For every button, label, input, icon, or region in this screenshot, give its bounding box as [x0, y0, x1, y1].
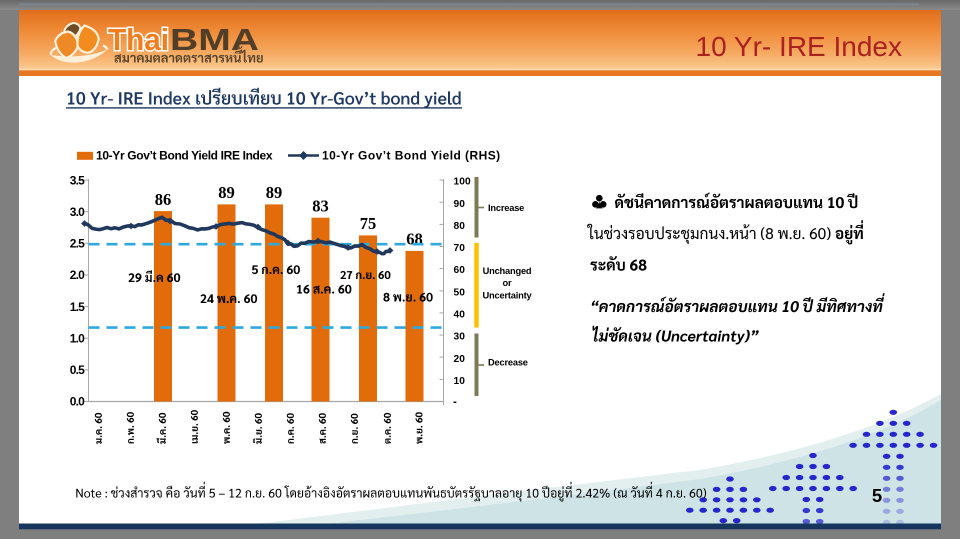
svg-text:0.5: 0.5 — [70, 363, 85, 377]
svg-text:3.5: 3.5 — [70, 173, 85, 187]
svg-text:1.5: 1.5 — [70, 300, 85, 314]
svg-text:10-Yr Gov’t Bond Yield IRE Ind: 10-Yr Gov’t Bond Yield IRE Index — [96, 149, 273, 163]
svg-text:2.5: 2.5 — [70, 237, 85, 251]
svg-text:-: - — [453, 397, 457, 409]
svg-text:10 Yr- IRE Index: 10 Yr- IRE Index — [696, 31, 902, 62]
svg-text:100: 100 — [454, 177, 472, 188]
svg-text:90: 90 — [454, 199, 466, 210]
svg-text:80: 80 — [454, 221, 466, 232]
svg-text:30: 30 — [454, 332, 466, 343]
svg-text:Thai: Thai — [108, 23, 169, 57]
svg-text:68: 68 — [406, 230, 423, 249]
svg-text:75: 75 — [360, 214, 377, 233]
svg-text:50: 50 — [454, 287, 466, 298]
svg-text:2.0: 2.0 — [70, 268, 85, 282]
svg-text:89: 89 — [218, 183, 235, 202]
svg-text:Unchanged: Unchanged — [483, 266, 532, 276]
svg-text:10: 10 — [454, 376, 466, 387]
svg-text:40: 40 — [454, 310, 466, 321]
svg-text:or: or — [503, 278, 512, 288]
svg-text:Decrease: Decrease — [488, 358, 528, 368]
svg-text:BMA: BMA — [170, 23, 259, 57]
svg-text:70: 70 — [454, 243, 466, 254]
svg-text:60: 60 — [454, 265, 466, 276]
svg-text:83: 83 — [312, 197, 329, 216]
svg-text:0.0: 0.0 — [70, 395, 85, 409]
svg-text:5: 5 — [872, 485, 882, 506]
svg-text:86: 86 — [155, 190, 172, 209]
svg-text:1.0: 1.0 — [70, 331, 85, 345]
svg-text:Increase: Increase — [488, 203, 524, 213]
svg-text:20: 20 — [454, 354, 466, 365]
svg-text:3.0: 3.0 — [70, 205, 85, 219]
svg-text:89: 89 — [266, 183, 283, 202]
svg-text:10-Yr Gov’t Bond Yield (RHS): 10-Yr Gov’t Bond Yield (RHS) — [322, 149, 501, 163]
svg-text:Uncertainty: Uncertainty — [483, 291, 533, 301]
